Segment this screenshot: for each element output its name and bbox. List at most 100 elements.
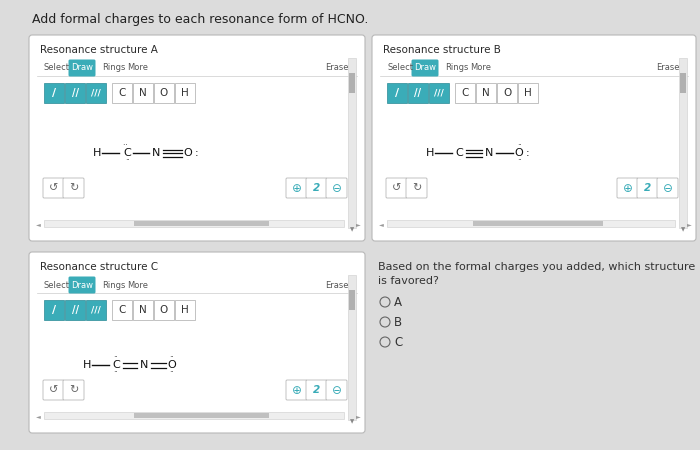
Text: ··: ·· [517,141,522,150]
Text: More: More [127,280,148,289]
Text: 2: 2 [313,183,320,193]
Text: N: N [485,148,494,158]
Text: /: / [52,88,56,98]
FancyBboxPatch shape [65,300,85,320]
Text: More: More [127,63,148,72]
Text: ◄: ◄ [379,222,384,228]
Text: ··: ·· [169,354,174,363]
FancyBboxPatch shape [518,83,538,103]
Text: ··: ·· [169,368,174,377]
Text: C: C [112,360,120,370]
Text: O: O [503,88,511,98]
Bar [348,275,356,420]
FancyBboxPatch shape [154,300,174,320]
FancyBboxPatch shape [617,178,638,198]
FancyBboxPatch shape [306,178,327,198]
Text: ◄: ◄ [36,414,41,419]
Text: Resonance structure B: Resonance structure B [383,45,501,55]
Text: ///: /// [91,89,101,98]
FancyBboxPatch shape [387,83,407,103]
Text: H: H [426,148,434,158]
FancyBboxPatch shape [406,178,427,198]
Text: :: : [195,148,199,158]
Text: A: A [394,296,402,309]
FancyBboxPatch shape [112,83,132,103]
Text: H: H [181,88,189,98]
Text: N: N [139,88,147,98]
Text: /: / [395,88,399,98]
FancyBboxPatch shape [326,178,347,198]
FancyBboxPatch shape [154,83,174,103]
FancyBboxPatch shape [133,300,153,320]
FancyBboxPatch shape [455,83,475,103]
Text: Resonance structure A: Resonance structure A [40,45,158,55]
Text: C: C [455,148,463,158]
FancyBboxPatch shape [43,178,64,198]
Text: ►: ► [687,222,692,228]
Text: ⊕: ⊕ [292,383,302,396]
FancyBboxPatch shape [44,300,64,320]
FancyBboxPatch shape [497,83,517,103]
FancyBboxPatch shape [69,59,95,76]
Text: O: O [167,360,176,370]
Text: ▼: ▼ [350,419,354,424]
FancyBboxPatch shape [386,178,407,198]
Bar [349,73,355,93]
Bar [348,58,356,228]
FancyBboxPatch shape [86,83,106,103]
Text: 2: 2 [313,385,320,395]
Text: Rings: Rings [102,280,125,289]
Text: ↻: ↻ [69,183,78,193]
Text: C: C [123,148,131,158]
Text: Erase: Erase [326,280,349,289]
Bar [134,413,269,418]
Text: Rings: Rings [445,63,468,72]
Text: ⊖: ⊖ [332,383,342,396]
FancyBboxPatch shape [306,380,327,400]
Text: H: H [83,360,91,370]
Text: ⊕: ⊕ [292,181,302,194]
Text: N: N [152,148,160,158]
Text: H: H [524,88,532,98]
FancyBboxPatch shape [657,178,678,198]
FancyBboxPatch shape [286,178,307,198]
Text: ··: ·· [517,156,522,165]
Text: C: C [118,88,126,98]
Text: Draw: Draw [71,280,93,289]
FancyBboxPatch shape [637,178,658,198]
Text: C: C [461,88,469,98]
FancyBboxPatch shape [43,380,64,400]
FancyBboxPatch shape [286,380,307,400]
FancyBboxPatch shape [63,380,84,400]
Text: H: H [181,305,189,315]
Text: Based on the formal charges you added, which structure: Based on the formal charges you added, w… [378,262,695,272]
Text: O: O [160,305,168,315]
Text: ↺: ↺ [49,385,58,395]
Bar [679,58,687,228]
Text: H: H [93,148,102,158]
Text: :: : [526,148,530,158]
Text: ··: ·· [113,368,118,377]
Text: ↺: ↺ [49,183,58,193]
Text: ⊖: ⊖ [663,181,673,194]
Text: B: B [394,315,402,328]
FancyBboxPatch shape [29,35,365,241]
Text: ▼: ▼ [681,228,685,233]
Text: ◄: ◄ [36,222,41,228]
Text: Draw: Draw [71,63,93,72]
Text: ··: ·· [123,141,131,150]
Text: Rings: Rings [102,63,125,72]
Text: O: O [183,148,192,158]
Text: ↺: ↺ [392,183,401,193]
Text: O: O [514,148,524,158]
FancyBboxPatch shape [69,276,95,293]
Text: ►: ► [356,222,360,228]
Text: ··: ·· [113,354,118,363]
Text: ↻: ↻ [69,385,78,395]
Text: C: C [118,305,126,315]
Text: Select: Select [387,63,413,72]
Text: ⊖: ⊖ [332,181,342,194]
FancyBboxPatch shape [372,35,696,241]
Text: ►: ► [356,414,360,419]
Text: Add formal charges to each resonance form of HCNO.: Add formal charges to each resonance for… [32,13,368,26]
